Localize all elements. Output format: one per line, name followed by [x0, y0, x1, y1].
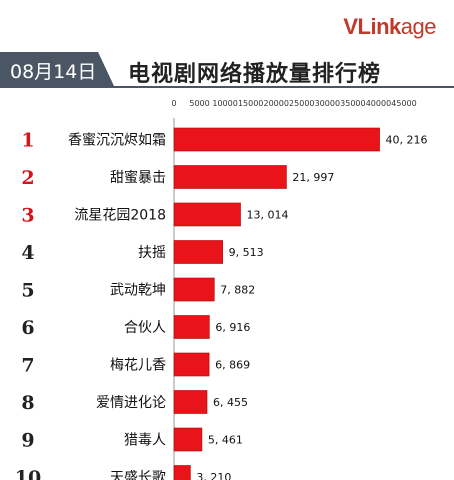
date-tab: 08月14日: [0, 52, 114, 86]
category-label: 猎毒人: [124, 433, 166, 449]
rank-number: 5: [21, 280, 34, 302]
bar: [173, 465, 191, 480]
value-label: 6, 916: [215, 321, 250, 334]
rank-number: 10: [15, 467, 41, 480]
rank-number: 2: [21, 167, 34, 189]
category-label: 天盛长歌: [110, 470, 166, 480]
header-rule: [0, 86, 454, 88]
category-label: 扶摇: [138, 245, 166, 261]
value-label: 13, 014: [247, 209, 289, 222]
category-label: 武动乾坤: [110, 283, 166, 299]
rank-number: 3: [21, 205, 34, 227]
x-tick-label: 30000: [315, 99, 340, 108]
x-tick-label: 45000: [391, 99, 416, 108]
category-label: 合伙人: [124, 320, 166, 336]
bar: [173, 352, 210, 377]
category-label: 梅花儿香: [110, 358, 166, 374]
value-label: 21, 997: [292, 171, 334, 184]
value-label: 6, 455: [213, 396, 248, 409]
rank-number: 9: [21, 430, 34, 452]
x-tick-label: 0: [171, 99, 176, 108]
rank-number: 7: [21, 355, 34, 377]
category-label: 流星花园2018: [74, 208, 166, 224]
x-tick-label: 10000: [212, 99, 237, 108]
bar: [173, 390, 208, 414]
value-label: 5, 461: [208, 434, 243, 447]
rank-number: 8: [21, 392, 34, 414]
value-label: 7, 882: [220, 284, 255, 297]
bar: [173, 277, 215, 302]
rank-number: 6: [21, 317, 34, 339]
value-label: 3, 210: [196, 471, 231, 480]
bar: [173, 165, 287, 189]
chart-title: 电视剧网络播放量排行榜: [128, 62, 382, 87]
value-label: 9, 513: [229, 246, 264, 259]
vlinkage-logo: VLinkage: [343, 14, 436, 39]
bar: [173, 315, 210, 339]
date-label: 08月14日: [10, 61, 97, 83]
bar: [173, 427, 203, 452]
bar: [173, 127, 380, 152]
bar: [173, 202, 241, 227]
rank-number: 4: [21, 242, 34, 264]
category-label: 爱情进化论: [96, 395, 166, 411]
rank-number: 1: [21, 130, 34, 152]
x-tick-label: 5000: [189, 99, 209, 108]
value-label: 40, 216: [386, 134, 428, 147]
x-tick-label: 35000: [340, 99, 365, 108]
category-label: 甜蜜暴击: [110, 170, 166, 186]
category-label: 香蜜沉沉烬如霜: [68, 133, 166, 149]
x-tick-label: 15000: [238, 99, 263, 108]
value-label: 6, 869: [215, 359, 250, 372]
x-tick-label: 40000: [366, 99, 391, 108]
x-tick-label: 25000: [289, 99, 314, 108]
x-tick-label: 20000: [263, 99, 288, 108]
bar: [173, 240, 223, 264]
